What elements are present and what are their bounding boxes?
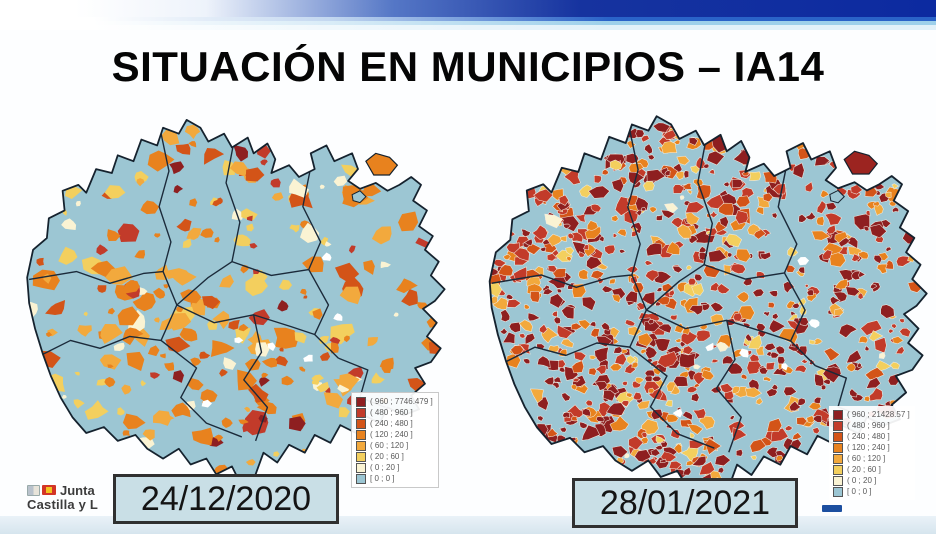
- header-bar-pale-strip: [0, 25, 936, 30]
- legend-row: ( 20 ; 60 ]: [833, 464, 910, 475]
- legend-label: ( 240 ; 480 ]: [847, 432, 890, 441]
- legend-row: ( 480 ; 960 ]: [833, 420, 910, 431]
- legend-row: ( 480 ; 960 ]: [356, 407, 433, 418]
- legend-label: ( 960 ; 21428.57 ]: [847, 410, 910, 419]
- legend-swatch: [356, 418, 366, 429]
- legend-swatch: [833, 486, 843, 497]
- legend-row: ( 960 ; 7746.479 ]: [356, 396, 433, 407]
- legend-swatch: [356, 396, 366, 407]
- legend-row: ( 60 ; 120 ]: [833, 453, 910, 464]
- header-gradient-bar: [0, 0, 936, 30]
- legend-label: [ 0 ; 0 ]: [370, 474, 395, 483]
- legend-label: ( 0 ; 20 ]: [847, 476, 877, 485]
- legend-row: ( 60 ; 120 ]: [356, 440, 433, 451]
- header-bar-blue-strip: [0, 17, 936, 21]
- legend-label: ( 60 ; 120 ]: [847, 454, 886, 463]
- municipality-patches: [27, 119, 445, 487]
- legend-2020: ( 960 ; 7746.479 ] ( 480 ; 960 ] ( 240 ; 4…: [351, 392, 439, 488]
- small-exclave: [351, 190, 367, 204]
- logo-text-line1: Junta: [60, 482, 95, 498]
- legend-swatch: [833, 420, 843, 431]
- legend-swatch: [833, 442, 843, 453]
- legend-swatch: [833, 475, 843, 486]
- legend-swatch: [833, 453, 843, 464]
- header-bar-navy-strip: [0, 0, 936, 17]
- castilla-shield-icon: [42, 485, 56, 495]
- legend-swatch: [356, 451, 366, 462]
- choropleth-map-2021: [488, 115, 928, 501]
- legend-row: [ 0 ; 0 ]: [356, 473, 433, 484]
- legend-row: ( 120 ; 240 ]: [356, 429, 433, 440]
- header-bar-lightblue-strip: [0, 21, 936, 25]
- legend-swatch: [833, 464, 843, 475]
- legend-label: ( 960 ; 7746.479 ]: [370, 397, 433, 406]
- jcyl-emblem-icon: [27, 484, 40, 496]
- page-title: SITUACIÓN EN MUNICIPIOS – IA14: [111, 43, 825, 90]
- legend-label: ( 20 ; 60 ]: [847, 465, 881, 474]
- date-label-2020: 24/12/2020: [113, 474, 339, 524]
- municipality-patches: [489, 116, 927, 500]
- legend-label: ( 20 ; 60 ]: [370, 452, 404, 461]
- legend-swatch: [356, 429, 366, 440]
- legend-row: ( 20 ; 60 ]: [356, 451, 433, 462]
- blue-dash-decoration: [822, 505, 842, 512]
- region-outline: [488, 115, 928, 501]
- legend-swatch: [833, 431, 843, 442]
- legend-label: ( 480 ; 960 ]: [847, 421, 890, 430]
- legend-label: ( 240 ; 480 ]: [370, 419, 413, 428]
- legend-swatch: [833, 409, 843, 420]
- legend-row: [ 0 ; 0 ]: [833, 486, 910, 497]
- legend-row: ( 240 ; 480 ]: [833, 431, 910, 442]
- legend-row: ( 960 ; 21428.57 ]: [833, 409, 910, 420]
- junta-castilla-leon-logo: Junta Castilla y L: [27, 483, 98, 512]
- choropleth-map-2020: [26, 118, 446, 488]
- legend-label: [ 0 ; 0 ]: [847, 487, 872, 496]
- legend-swatch: [356, 440, 366, 451]
- legend-swatch: [356, 407, 366, 418]
- logo-text-line2: Castilla y L: [27, 497, 99, 512]
- legend-swatch: [356, 462, 366, 473]
- small-exclave: [829, 189, 845, 204]
- legend-row: ( 0 ; 20 ]: [833, 475, 910, 486]
- trevino-exclave: [365, 152, 399, 176]
- legend-row: ( 0 ; 20 ]: [356, 462, 433, 473]
- legend-swatch: [356, 473, 366, 484]
- legend-label: ( 0 ; 20 ]: [370, 463, 400, 472]
- legend-label: ( 120 ; 240 ]: [370, 430, 413, 439]
- legend-label: ( 60 ; 120 ]: [370, 441, 409, 450]
- date-label-2021: 28/01/2021: [572, 478, 798, 528]
- legend-row: ( 240 ; 480 ]: [356, 418, 433, 429]
- legend-label: ( 120 ; 240 ]: [847, 443, 890, 452]
- trevino-exclave: [843, 150, 879, 175]
- legend-label: ( 480 ; 960 ]: [370, 408, 413, 417]
- legend-row: ( 120 ; 240 ]: [833, 442, 910, 453]
- region-outline: [26, 118, 446, 488]
- legend-2021: ( 960 ; 21428.57 ] ( 480 ; 960 ] ( 240 ; 4…: [829, 406, 915, 500]
